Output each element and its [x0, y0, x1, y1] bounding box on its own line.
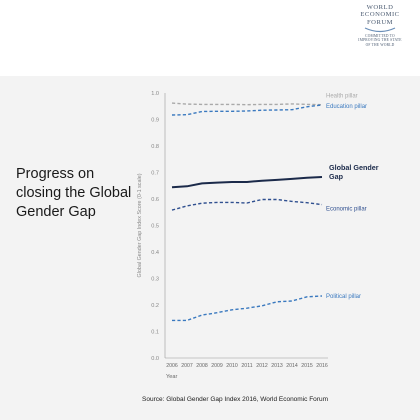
- y-tick-label: 0.0: [151, 356, 159, 362]
- x-tick-label: 2014: [286, 363, 298, 369]
- y-tick-label: 0.2: [151, 303, 159, 309]
- series-label: Global Gender Gap: [329, 163, 379, 181]
- y-tick-label: 0.4: [151, 250, 159, 256]
- x-tick-label: 2010: [226, 363, 238, 369]
- logo-tagline-1: COMMITTED TO: [365, 34, 395, 39]
- source-note: Source: Global Gender Gap Index 2016, Wo…: [0, 396, 420, 403]
- x-tick-label: 2016: [316, 363, 328, 369]
- y-tick-label: 0.6: [151, 197, 159, 203]
- x-tick-label: 2015: [301, 363, 313, 369]
- wef-logo: WORLD ECONOMIC FORUM COMMITTED TO IMPROV…: [352, 4, 408, 47]
- series-label: Political pillar: [326, 294, 361, 300]
- series-line: [171, 104, 323, 116]
- x-axis-label: Year: [166, 374, 177, 380]
- logo-tagline-2: IMPROVING THE STATE: [358, 38, 402, 43]
- y-tick-label: 0.9: [151, 118, 159, 124]
- y-tick-label: 0.3: [151, 277, 159, 283]
- y-tick-label: 0.7: [151, 171, 159, 177]
- x-tick-label: 2011: [241, 363, 252, 369]
- series-label: Health pillar: [326, 94, 358, 100]
- source-text: Source: Global Gender Gap Index 2016, Wo…: [142, 396, 328, 403]
- series-line: [171, 102, 323, 106]
- y-tick-label: 0.1: [151, 330, 159, 336]
- y-axis-label: Global Gender Gap Index Score (0-1 scale…: [137, 173, 143, 277]
- y-tick-label: 1.0: [151, 91, 159, 97]
- series-label: Economic pillar: [326, 207, 367, 213]
- logo-line-3: FORUM: [367, 18, 393, 26]
- logo-tagline-3: OF THE WORLD: [365, 42, 395, 47]
- logo-arc-icon: [364, 27, 396, 33]
- x-tick-label: 2007: [181, 363, 193, 369]
- y-tick-label: 0.5: [151, 224, 159, 230]
- page-headline: Progress on closing the Global Gender Ga…: [16, 166, 132, 220]
- logo-line-2: ECONOMIC: [360, 11, 400, 19]
- x-tick-label: 2009: [211, 363, 223, 369]
- x-tick-label: 2012: [256, 363, 268, 369]
- logo-line-1: WORLD: [366, 4, 394, 11]
- series-label: Education pillar: [326, 104, 367, 110]
- background-band: [0, 76, 420, 420]
- x-tick-label: 2008: [196, 363, 208, 369]
- series-line: [171, 198, 323, 211]
- x-tick-label: 2006: [166, 363, 178, 369]
- series-line: [171, 176, 323, 189]
- x-tick-label: 2013: [271, 363, 283, 369]
- series-line: [172, 295, 323, 322]
- y-tick-label: 0.8: [151, 144, 159, 150]
